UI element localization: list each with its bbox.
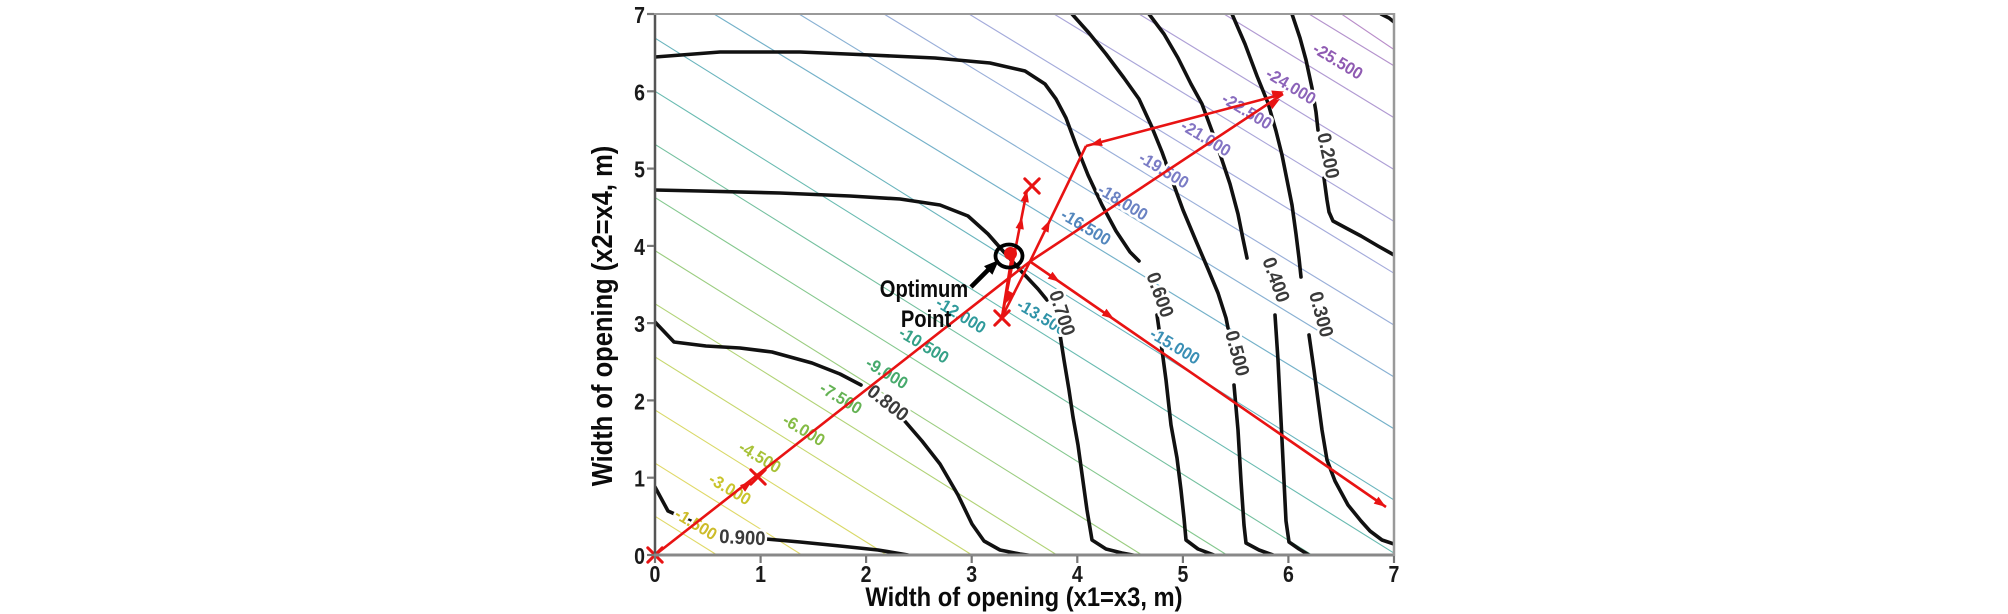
svg-text:4: 4 xyxy=(634,234,645,260)
svg-text:5: 5 xyxy=(634,157,645,183)
svg-text:2: 2 xyxy=(861,562,872,588)
svg-text:7: 7 xyxy=(634,3,645,29)
svg-text:6: 6 xyxy=(1283,562,1294,588)
svg-text:3: 3 xyxy=(966,562,977,588)
svg-text:3: 3 xyxy=(634,312,645,338)
svg-text:Point: Point xyxy=(901,305,952,332)
svg-text:6: 6 xyxy=(634,80,645,106)
svg-text:4: 4 xyxy=(1072,562,1083,588)
svg-text:Optimum: Optimum xyxy=(880,275,968,302)
svg-text:5: 5 xyxy=(1177,562,1188,588)
svg-text:1: 1 xyxy=(634,466,645,492)
svg-text:7: 7 xyxy=(1389,562,1400,588)
svg-text:0: 0 xyxy=(650,562,661,588)
svg-text:0.900: 0.900 xyxy=(719,526,766,550)
svg-text:1: 1 xyxy=(755,562,766,588)
svg-text:0: 0 xyxy=(634,544,645,570)
svg-text:Width of opening (x2=x4, m): Width of opening (x2=x4, m) xyxy=(585,146,618,487)
svg-text:2: 2 xyxy=(634,389,645,415)
svg-text:Width of opening (x1=x3, m): Width of opening (x1=x3, m) xyxy=(865,583,1182,613)
